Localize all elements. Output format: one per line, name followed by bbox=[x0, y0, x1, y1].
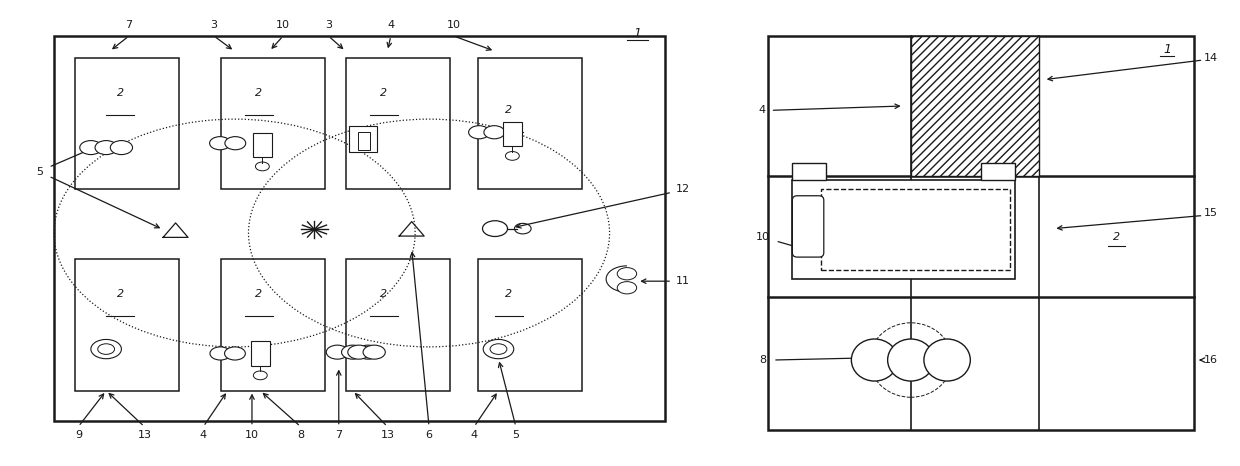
Circle shape bbox=[484, 126, 505, 139]
Text: 2: 2 bbox=[117, 289, 124, 299]
Circle shape bbox=[79, 141, 102, 155]
Text: 10: 10 bbox=[246, 431, 259, 440]
Bar bbox=[253, 133, 272, 158]
Bar bbox=[221, 58, 325, 189]
Text: 10: 10 bbox=[277, 20, 290, 30]
Bar bbox=[74, 259, 179, 391]
Text: 2: 2 bbox=[255, 289, 263, 299]
Text: 9: 9 bbox=[74, 431, 82, 440]
Circle shape bbox=[95, 141, 118, 155]
Text: 2: 2 bbox=[381, 88, 387, 98]
Text: 4: 4 bbox=[759, 105, 766, 116]
Text: 13: 13 bbox=[381, 431, 394, 440]
Circle shape bbox=[224, 137, 246, 150]
Text: 3: 3 bbox=[325, 20, 332, 30]
Text: 4: 4 bbox=[471, 431, 477, 440]
Circle shape bbox=[357, 345, 379, 359]
Text: 2: 2 bbox=[117, 88, 124, 98]
Bar bbox=[981, 163, 1014, 180]
Circle shape bbox=[618, 281, 636, 294]
Circle shape bbox=[341, 345, 363, 359]
Text: 5: 5 bbox=[512, 431, 520, 440]
Bar bbox=[346, 58, 450, 189]
Bar bbox=[911, 36, 1039, 176]
Bar bbox=[768, 36, 1194, 430]
Circle shape bbox=[210, 347, 231, 360]
Text: 7: 7 bbox=[335, 431, 342, 440]
Text: 3: 3 bbox=[211, 20, 217, 30]
Text: 2: 2 bbox=[506, 105, 512, 116]
Text: 1: 1 bbox=[634, 27, 641, 40]
Bar bbox=[502, 123, 522, 146]
Bar bbox=[792, 180, 1014, 279]
Bar bbox=[477, 259, 582, 391]
Bar bbox=[250, 342, 270, 365]
Text: 2: 2 bbox=[506, 289, 512, 299]
Text: 8: 8 bbox=[298, 431, 304, 440]
Circle shape bbox=[469, 126, 490, 139]
Circle shape bbox=[110, 141, 133, 155]
Bar bbox=[74, 58, 179, 189]
Text: 13: 13 bbox=[138, 431, 151, 440]
Text: 10: 10 bbox=[446, 20, 460, 30]
Bar bbox=[821, 189, 1009, 270]
Circle shape bbox=[888, 339, 934, 381]
Bar bbox=[55, 36, 665, 421]
Bar bbox=[477, 58, 582, 189]
Text: 8: 8 bbox=[759, 355, 766, 365]
Text: 11: 11 bbox=[676, 276, 689, 286]
Text: 5: 5 bbox=[37, 167, 43, 177]
Text: 12: 12 bbox=[676, 184, 689, 194]
Text: 2: 2 bbox=[255, 88, 263, 98]
Text: 2: 2 bbox=[1112, 233, 1120, 242]
Circle shape bbox=[924, 339, 971, 381]
Text: 4: 4 bbox=[387, 20, 394, 30]
Text: 4: 4 bbox=[200, 431, 207, 440]
Text: 15: 15 bbox=[1204, 208, 1218, 218]
Bar bbox=[350, 126, 377, 152]
Circle shape bbox=[98, 344, 114, 354]
Circle shape bbox=[347, 345, 370, 359]
Circle shape bbox=[490, 344, 507, 354]
Circle shape bbox=[618, 267, 636, 280]
Text: 2: 2 bbox=[381, 289, 387, 299]
Bar bbox=[792, 163, 826, 180]
Bar bbox=[357, 132, 370, 150]
Circle shape bbox=[363, 345, 386, 359]
Text: 16: 16 bbox=[1204, 355, 1218, 365]
Text: 6: 6 bbox=[425, 431, 433, 440]
Bar bbox=[221, 259, 325, 391]
Circle shape bbox=[224, 347, 246, 360]
Text: 7: 7 bbox=[125, 20, 133, 30]
Text: 1: 1 bbox=[1163, 42, 1171, 55]
FancyBboxPatch shape bbox=[792, 196, 823, 257]
Circle shape bbox=[210, 137, 231, 150]
Text: 14: 14 bbox=[1204, 53, 1218, 63]
Circle shape bbox=[326, 345, 348, 359]
Circle shape bbox=[852, 339, 898, 381]
Bar bbox=[346, 259, 450, 391]
Text: 10: 10 bbox=[755, 233, 769, 242]
